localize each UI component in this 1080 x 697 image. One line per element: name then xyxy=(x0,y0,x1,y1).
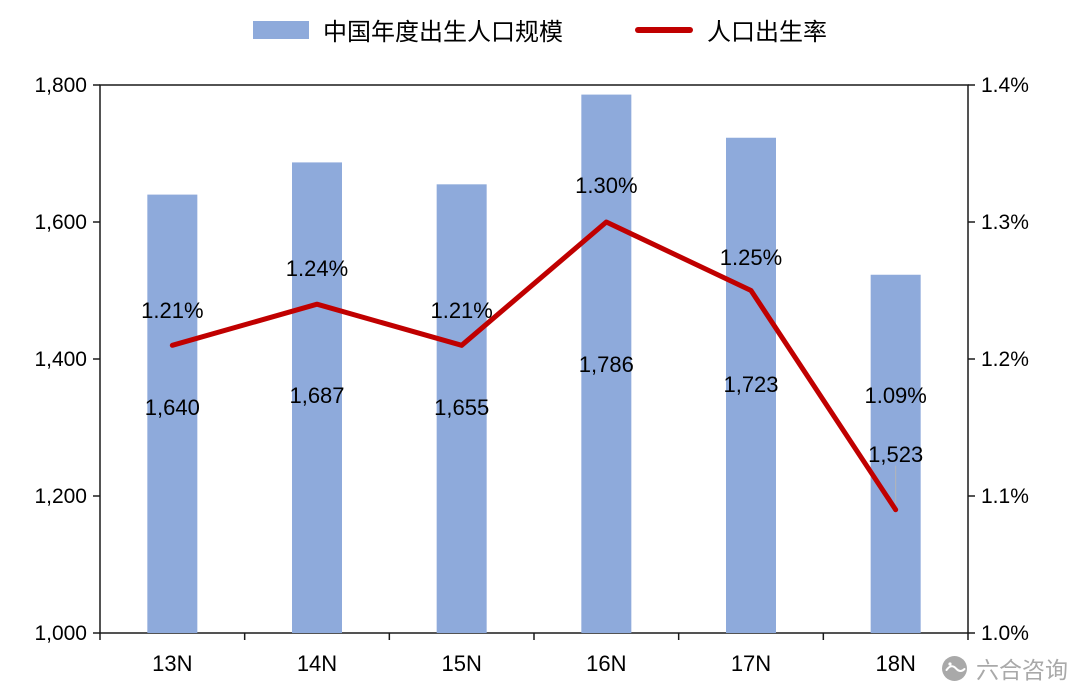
legend-item-birth-rate: 人口出生率 xyxy=(635,12,827,47)
bar-series-swatch xyxy=(253,20,309,39)
bar-17N xyxy=(726,137,776,633)
line-series-swatch xyxy=(635,26,693,33)
line-value-label: 1.21% xyxy=(430,298,492,323)
x-axis-label: 13N xyxy=(152,651,192,676)
legend-label-births: 中国年度出生人口规模 xyxy=(323,19,563,46)
bar-value-label: 1,655 xyxy=(434,395,489,420)
left-axis-tick-label: 1,000 xyxy=(34,622,87,645)
watermark-text: 六合咨询 xyxy=(976,657,1068,683)
x-axis-label: 15N xyxy=(441,651,481,676)
bar-18N xyxy=(870,274,921,633)
watermark: 六合咨询 xyxy=(941,651,1068,685)
bar-value-label: 1,640 xyxy=(145,395,200,420)
right-axis-tick-label: 1.0% xyxy=(981,622,1029,645)
left-axis-tick-label: 1,800 xyxy=(34,74,87,97)
x-axis-label: 17N xyxy=(731,651,771,676)
left-axis-tick-label: 1,600 xyxy=(34,211,87,234)
liuhe-capital-logo-icon xyxy=(942,655,967,681)
right-axis-tick-label: 1.2% xyxy=(981,348,1029,371)
left-axis-tick-label: 1,400 xyxy=(34,348,87,371)
legend-label-birth-rate: 人口出生率 xyxy=(707,19,827,46)
bar-value-label: 1,723 xyxy=(723,372,778,397)
bar-15N xyxy=(436,184,487,633)
line-value-label: 1.21% xyxy=(141,298,203,323)
left-axis-tick-label: 1,200 xyxy=(34,485,87,508)
x-axis-label: 16N xyxy=(586,651,626,676)
bar-value-label: 1,523 xyxy=(868,442,923,467)
x-axis-label: 14N xyxy=(297,651,337,676)
birth-rate-line xyxy=(169,219,899,513)
bar-16N xyxy=(581,94,632,634)
bar-value-label: 1,786 xyxy=(579,352,634,377)
x-axis-label: 18N xyxy=(875,651,915,676)
legend: 中国年度出生人口规模 人口出生率 xyxy=(253,12,827,47)
legend-item-births: 中国年度出生人口规模 xyxy=(253,12,563,47)
right-axis-tick-label: 1.3% xyxy=(981,211,1029,234)
right-axis-tick-label: 1.4% xyxy=(981,74,1029,97)
line-value-label: 1.30% xyxy=(575,173,637,198)
bar-14N xyxy=(292,162,342,633)
plot-border xyxy=(99,84,969,634)
line-value-label: 1.25% xyxy=(720,245,782,270)
bar-13N xyxy=(147,194,198,633)
line-value-label: 1.09% xyxy=(864,383,926,408)
right-axis-tick-label: 1.1% xyxy=(981,485,1029,508)
bar-value-label: 1,687 xyxy=(289,383,344,408)
line-value-label: 1.24% xyxy=(286,256,348,281)
